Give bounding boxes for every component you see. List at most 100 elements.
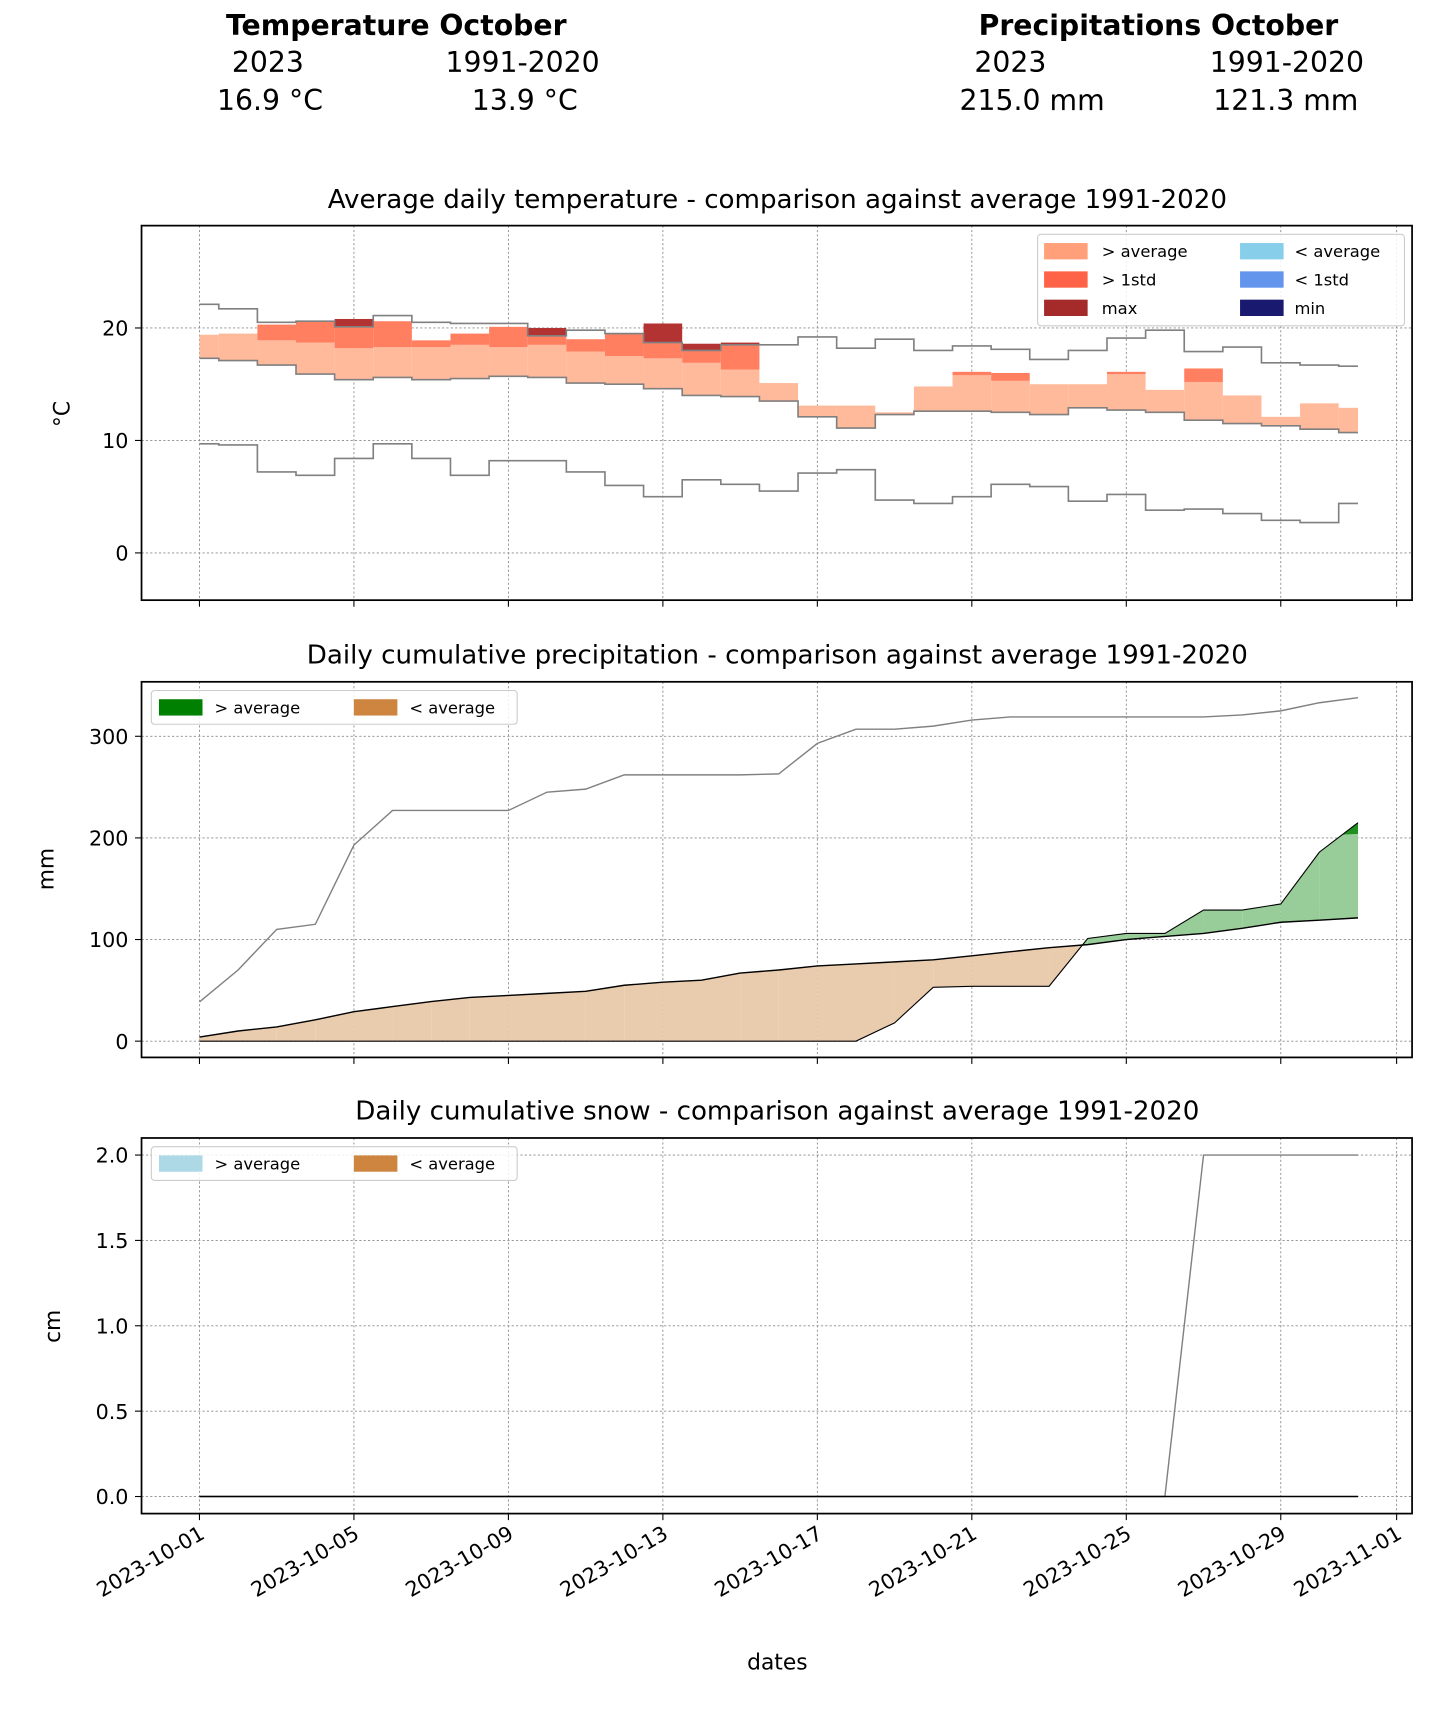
- precipitation-y-label: mm: [34, 848, 59, 890]
- above-1std-fill: [682, 350, 721, 363]
- legend-label: min: [1294, 299, 1325, 318]
- below-average-fill: [1010, 947, 1050, 987]
- above-average-fill: [682, 362, 721, 396]
- above-1std-fill: [373, 321, 412, 348]
- above-average-fill: [566, 351, 605, 384]
- above-average-fill: [1164, 910, 1204, 937]
- below-average-fill: [547, 991, 586, 1042]
- legend-box: [150, 1146, 518, 1181]
- x-axis-label: dates: [747, 1650, 807, 1675]
- above-average-fill: [489, 347, 528, 377]
- above-1std-fill: [527, 335, 567, 345]
- axes-frame: [140, 1137, 1413, 1515]
- above-max-fill: [720, 342, 760, 345]
- precipitation-chart-title: Daily cumulative precipitation - compari…: [307, 640, 1248, 670]
- above-average-fill: [952, 375, 992, 412]
- legend-box: [1037, 233, 1405, 327]
- max-line: [199, 303, 1359, 368]
- below-average-fill: [701, 973, 741, 1042]
- axes-frame: [140, 680, 1413, 1059]
- y-tick-label: 2.0: [96, 1144, 129, 1168]
- above-1std-fill: [566, 339, 605, 352]
- above-max-fill: [682, 343, 721, 351]
- legend-label: max: [1102, 299, 1138, 318]
- precipitation-header-value-normal: 121.3 mm: [1213, 84, 1358, 117]
- below-average-fill: [508, 993, 548, 1042]
- above-1std-fill: [720, 344, 760, 370]
- y-tick-label: 1.5: [96, 1229, 129, 1253]
- legend-swatch-below-average: [353, 699, 398, 716]
- below-average-fill: [199, 1030, 239, 1042]
- x-tick-label: 2023-10-05: [247, 1521, 363, 1602]
- y-tick-label: 300: [89, 725, 128, 749]
- precipitation-header-value-2023: 215.0 mm: [960, 84, 1105, 117]
- precipitation-header-col-normal: 1991-2020: [1210, 46, 1364, 79]
- y-tick-label: 0: [115, 542, 128, 566]
- precipitation-header-title: Precipitations October: [979, 9, 1339, 42]
- header-precipitation: Precipitations October 2023 1991-2020 21…: [960, 9, 1364, 117]
- y-tick-label: 0.5: [96, 1400, 129, 1424]
- above-average-fill: [1280, 852, 1320, 923]
- above-average-fill: [373, 347, 412, 378]
- x-tick-label: 2023-10-13: [556, 1521, 672, 1602]
- precipitation-plot: 0 100 200 300: [89, 680, 1413, 1064]
- legend-box: [150, 689, 518, 725]
- above-average-fill: [798, 405, 837, 417]
- y-tick-label: 200: [89, 827, 128, 851]
- header-temperature: Temperature October 2023 1991-2020 16.9 …: [217, 9, 600, 117]
- temperature-plot: 0 10 20: [102, 224, 1413, 607]
- below-average-fill: [469, 995, 509, 1042]
- temperature-legend: > average < average > 1std < 1std max mi…: [1037, 233, 1405, 327]
- above-average-fill: [1203, 910, 1243, 934]
- above-average-fill: [1029, 384, 1069, 415]
- below-average-fill: [585, 985, 625, 1042]
- precipitation-header-col-2023: 2023: [974, 46, 1046, 79]
- above-1std-fill: [296, 321, 335, 343]
- below-average-fill: [778, 965, 818, 1042]
- x-tick-label: 2023-10-01: [92, 1521, 208, 1602]
- above-average-fill: [991, 380, 1030, 413]
- temperature-header-col-normal: 1991-2020: [445, 46, 599, 79]
- temperature-header-value-2023: 16.9 °C: [217, 84, 323, 117]
- legend-label: > 1std: [1102, 271, 1157, 290]
- legend-label: < average: [409, 698, 495, 717]
- actual-2023-line: [199, 822, 1359, 1042]
- above-average-fill: [527, 344, 567, 378]
- above-average-fill: [218, 333, 258, 361]
- legend-label: < average: [409, 1155, 495, 1174]
- below-average-fill: [740, 970, 779, 1042]
- snow-plot: 0.0 0.5 1.0 1.5 2.0 2023-10-01 2023-10-05 2023-…: [92, 1137, 1413, 1602]
- average-line: [199, 917, 1359, 1038]
- y-tick-label: 100: [89, 928, 128, 952]
- above-average-fill: [1319, 822, 1359, 921]
- below-average-fill: [662, 980, 702, 1042]
- y-tick-label: 0.0: [96, 1485, 129, 1509]
- above-average-fill: [643, 358, 683, 389]
- x-tick-label: 2023-10-21: [865, 1521, 981, 1602]
- above-average-fill: [296, 342, 335, 375]
- above-average-fill: [1338, 407, 1359, 433]
- y-tick-label: 10: [102, 429, 128, 453]
- legend-swatch-above-1std: [1044, 271, 1088, 288]
- snow-legend: > average < average: [150, 1146, 518, 1181]
- above-average-fill: [1300, 403, 1339, 430]
- above-average-fill: [450, 344, 490, 379]
- max-line: [199, 696, 1359, 1003]
- above-average-fill: [913, 386, 953, 412]
- legend-swatch-below-average: [1240, 243, 1284, 260]
- temperature-chart-title: Average daily temperature - comparison a…: [328, 185, 1227, 215]
- precipitation-legend: > average < average: [150, 689, 518, 725]
- legend-swatch-max: [1044, 299, 1088, 316]
- legend-swatch-below-1std: [1240, 271, 1284, 288]
- above-average-fill: [257, 340, 297, 366]
- y-tick-label: 0: [115, 1030, 128, 1054]
- legend-label: > average: [1102, 242, 1188, 261]
- above-average-fill: [1126, 933, 1165, 940]
- above-average-fill: [411, 347, 451, 380]
- above-1std-fill: [1184, 368, 1223, 382]
- y-tick-label: 20: [102, 317, 128, 341]
- temperature-header-title: Temperature October: [226, 9, 567, 42]
- above-average-fill: [759, 383, 799, 402]
- above-1std-fill: [952, 371, 992, 376]
